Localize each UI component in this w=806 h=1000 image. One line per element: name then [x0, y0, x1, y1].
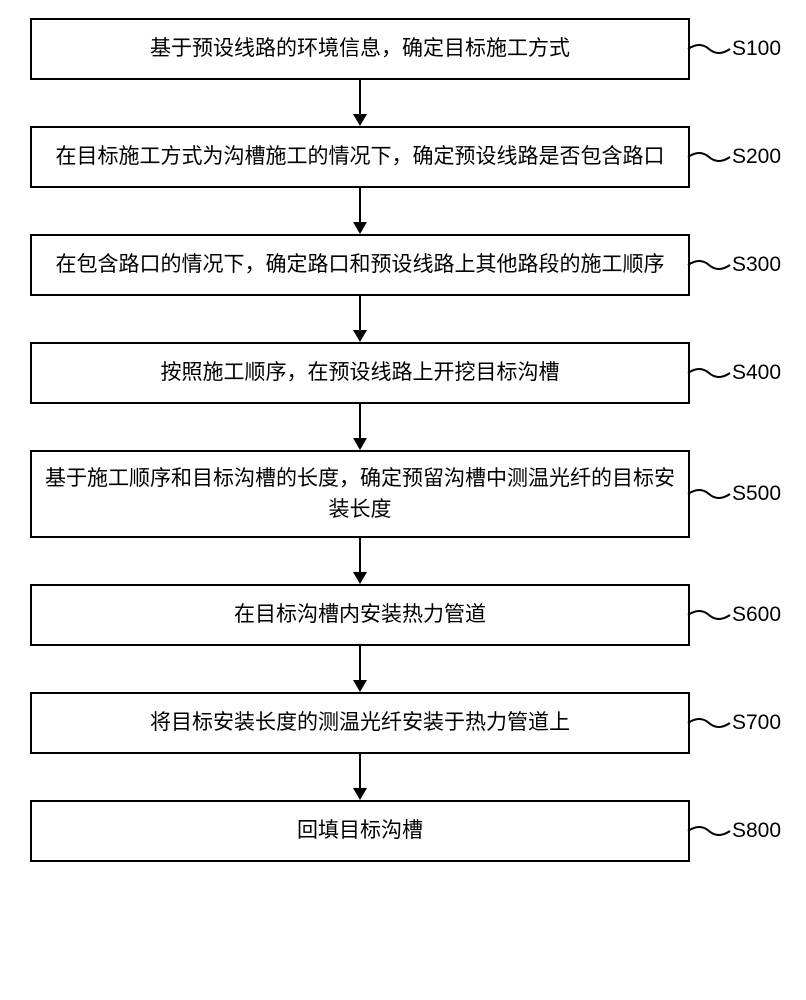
flowchart-node-s700: 将目标安装长度的测温光纤安装于热力管道上: [30, 692, 690, 754]
flowchart-canvas: 基于预设线路的环境信息，确定目标施工方式 S100 在目标施工方式为沟槽施工的情况下…: [0, 0, 806, 1000]
node-text-s800: 回填目标沟槽: [297, 815, 423, 847]
node-text-s600: 在目标沟槽内安装热力管道: [234, 599, 486, 631]
connector-curve-s600: [686, 606, 732, 629]
connector-curve-s100: [686, 40, 732, 63]
arrow-s200-s300: [350, 188, 370, 234]
flowchart-node-s200: 在目标施工方式为沟槽施工的情况下，确定预设线路是否包含路口: [30, 126, 690, 188]
connector-curve-s700: [686, 714, 732, 737]
step-label-s200: S200: [732, 145, 781, 169]
arrow-s300-s400: [350, 296, 370, 342]
step-label-s700: S700: [732, 711, 781, 735]
arrow-s600-s700: [350, 646, 370, 692]
node-text-s100: 基于预设线路的环境信息，确定目标施工方式: [150, 33, 570, 65]
flowchart-node-s400: 按照施工顺序，在预设线路上开挖目标沟槽: [30, 342, 690, 404]
node-text-s300: 在包含路口的情况下，确定路口和预设线路上其他路段的施工顺序: [56, 249, 665, 281]
node-text-s400: 按照施工顺序，在预设线路上开挖目标沟槽: [161, 357, 560, 389]
arrow-s700-s800: [350, 754, 370, 800]
flowchart-node-s300: 在包含路口的情况下，确定路口和预设线路上其他路段的施工顺序: [30, 234, 690, 296]
step-label-s600: S600: [732, 603, 781, 627]
flowchart-node-s600: 在目标沟槽内安装热力管道: [30, 584, 690, 646]
flowchart-node-s100: 基于预设线路的环境信息，确定目标施工方式: [30, 18, 690, 80]
connector-curve-s800: [686, 822, 732, 845]
arrow-s500-s600: [350, 538, 370, 584]
arrow-s100-s200: [350, 80, 370, 126]
connector-curve-s400: [686, 364, 732, 387]
node-text-s200: 在目标施工方式为沟槽施工的情况下，确定预设线路是否包含路口: [56, 141, 665, 173]
connector-curve-s200: [686, 148, 732, 171]
step-label-s500: S500: [732, 482, 781, 506]
connector-curve-s500: [686, 485, 732, 508]
flowchart-node-s500: 基于施工顺序和目标沟槽的长度，确定预留沟槽中测温光纤的目标安装长度: [30, 450, 690, 538]
arrow-s400-s500: [350, 404, 370, 450]
flowchart-node-s800: 回填目标沟槽: [30, 800, 690, 862]
step-label-s800: S800: [732, 819, 781, 843]
step-label-s400: S400: [732, 361, 781, 385]
node-text-s500: 基于施工顺序和目标沟槽的长度，确定预留沟槽中测温光纤的目标安装长度: [44, 463, 676, 526]
connector-curve-s300: [686, 256, 732, 279]
step-label-s100: S100: [732, 37, 781, 61]
node-text-s700: 将目标安装长度的测温光纤安装于热力管道上: [150, 707, 570, 739]
step-label-s300: S300: [732, 253, 781, 277]
